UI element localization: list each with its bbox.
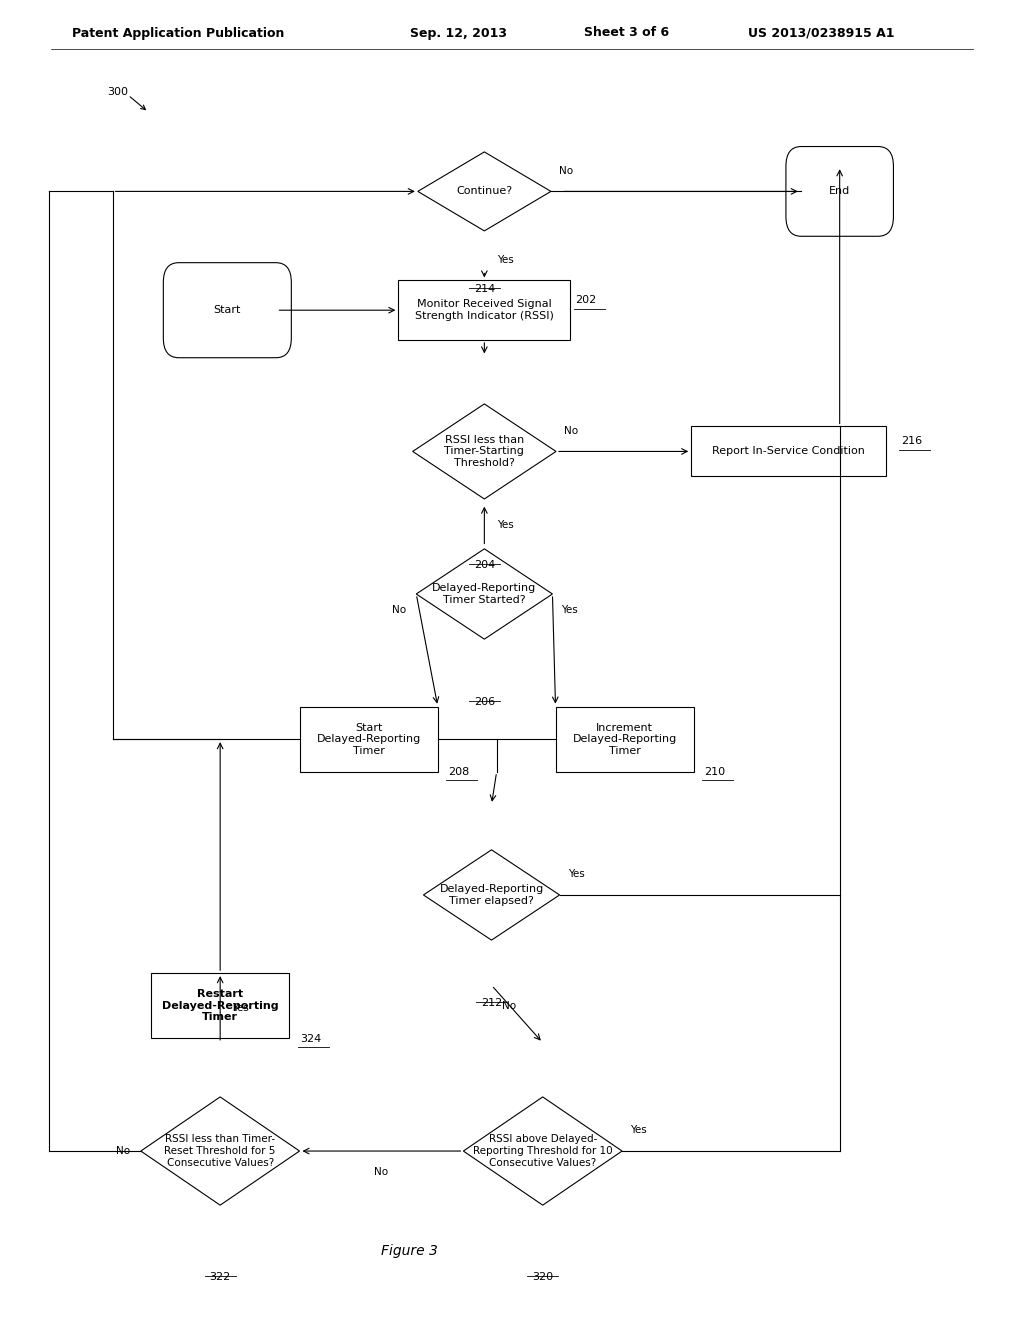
Polygon shape [416, 549, 553, 639]
Text: Yes: Yes [567, 869, 585, 879]
Text: End: End [829, 186, 850, 197]
Polygon shape [463, 1097, 623, 1205]
Text: No: No [117, 1146, 131, 1156]
FancyBboxPatch shape [398, 280, 570, 341]
Text: 214: 214 [474, 284, 495, 293]
Text: 216: 216 [901, 436, 923, 446]
FancyBboxPatch shape [299, 706, 438, 772]
Text: 212: 212 [481, 998, 502, 1008]
Text: 210: 210 [705, 767, 726, 777]
FancyBboxPatch shape [555, 706, 694, 772]
Text: RSSI above Delayed-
Reporting Threshold for 10
Consecutive Values?: RSSI above Delayed- Reporting Threshold … [473, 1134, 612, 1168]
Polygon shape [141, 1097, 299, 1205]
Text: Continue?: Continue? [457, 186, 512, 197]
Text: Yes: Yes [631, 1125, 647, 1135]
Text: Report In-Service Condition: Report In-Service Condition [712, 446, 865, 457]
Text: Sheet 3 of 6: Sheet 3 of 6 [584, 26, 669, 40]
Text: US 2013/0238915 A1: US 2013/0238915 A1 [748, 26, 894, 40]
Text: Start
Delayed-Reporting
Timer: Start Delayed-Reporting Timer [316, 722, 421, 756]
Text: Delayed-Reporting
Timer elapsed?: Delayed-Reporting Timer elapsed? [439, 884, 544, 906]
Text: No: No [375, 1167, 388, 1177]
FancyBboxPatch shape [152, 973, 289, 1039]
Polygon shape [413, 404, 556, 499]
FancyBboxPatch shape [786, 147, 893, 236]
Text: Monitor Received Signal
Strength Indicator (RSSI): Monitor Received Signal Strength Indicat… [415, 300, 554, 321]
Text: RSSI less than Timer-
Reset Threshold for 5
Consecutive Values?: RSSI less than Timer- Reset Threshold fo… [165, 1134, 275, 1168]
FancyBboxPatch shape [691, 426, 886, 477]
Text: Yes: Yes [561, 605, 578, 615]
Text: Increment
Delayed-Reporting
Timer: Increment Delayed-Reporting Timer [572, 722, 677, 756]
Text: 320: 320 [532, 1272, 553, 1283]
Text: Yes: Yes [497, 520, 513, 531]
Text: Yes: Yes [232, 1003, 249, 1012]
Text: Start: Start [214, 305, 241, 315]
Text: 322: 322 [210, 1272, 230, 1283]
Text: Sep. 12, 2013: Sep. 12, 2013 [410, 26, 507, 40]
Text: Patent Application Publication: Patent Application Publication [72, 26, 284, 40]
Text: Restart
Delayed-Reporting
Timer: Restart Delayed-Reporting Timer [162, 989, 279, 1023]
FancyBboxPatch shape [163, 263, 291, 358]
Text: No: No [392, 605, 406, 615]
Text: 208: 208 [449, 767, 470, 777]
Text: 204: 204 [474, 560, 495, 570]
Text: 300: 300 [108, 87, 128, 98]
Text: 206: 206 [474, 697, 495, 708]
Text: Figure 3: Figure 3 [381, 1245, 438, 1258]
Text: RSSI less than
Timer-Starting
Threshold?: RSSI less than Timer-Starting Threshold? [444, 434, 524, 469]
Text: No: No [559, 165, 573, 176]
Polygon shape [424, 850, 559, 940]
Text: Yes: Yes [497, 255, 513, 264]
Text: Delayed-Reporting
Timer Started?: Delayed-Reporting Timer Started? [432, 583, 537, 605]
Polygon shape [418, 152, 551, 231]
Text: No: No [502, 1001, 516, 1011]
Text: 202: 202 [575, 294, 597, 305]
Text: 324: 324 [300, 1034, 322, 1044]
Text: No: No [564, 425, 579, 436]
